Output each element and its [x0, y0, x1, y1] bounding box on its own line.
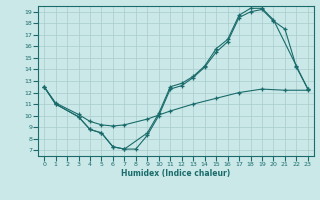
X-axis label: Humidex (Indice chaleur): Humidex (Indice chaleur) — [121, 169, 231, 178]
